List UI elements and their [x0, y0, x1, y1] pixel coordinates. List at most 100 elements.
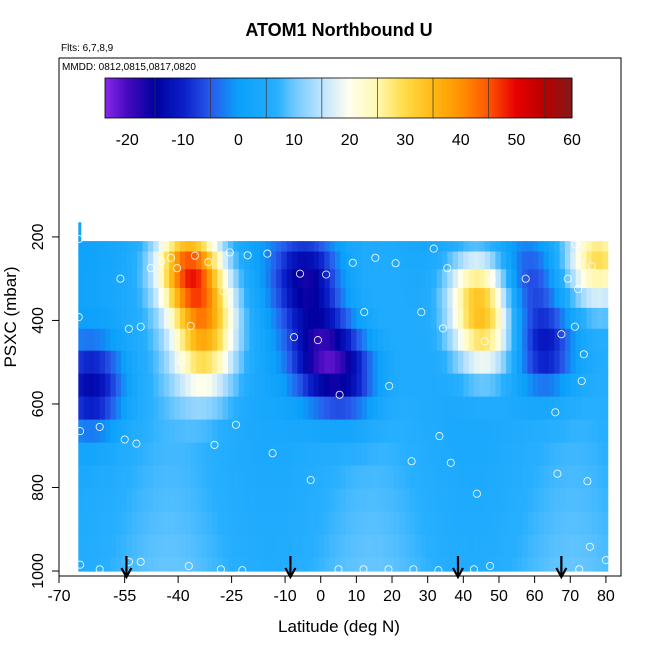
heat-cell	[586, 488, 593, 513]
heat-cell	[217, 288, 224, 309]
colorbar-segment	[341, 78, 345, 118]
heat-cell	[153, 511, 160, 536]
heat-cell	[195, 465, 202, 490]
heat-cell	[527, 396, 534, 421]
heat-cell	[559, 534, 566, 559]
heat-cell	[420, 488, 427, 513]
heat-cell	[511, 488, 518, 513]
heat-cell	[463, 557, 470, 572]
heat-cell	[506, 419, 513, 444]
heat-cell	[105, 350, 111, 375]
heat-cell	[431, 288, 438, 309]
heat-cell	[131, 442, 138, 467]
heat-cell	[431, 241, 438, 253]
heat-cell	[115, 419, 122, 444]
heat-cell	[404, 442, 411, 467]
heat-cell	[292, 465, 299, 490]
colorbar-segment	[327, 78, 331, 118]
heat-cell	[361, 373, 368, 398]
heat-cell	[158, 269, 165, 289]
heat-cell	[185, 241, 192, 253]
heat-cell	[452, 241, 459, 253]
heat-cell	[345, 269, 352, 289]
heat-cell	[190, 465, 197, 490]
heat-cell	[351, 465, 357, 490]
heat-cell	[356, 465, 363, 490]
heat-cell	[543, 488, 550, 513]
heat-cell	[388, 557, 395, 572]
heat-cell	[147, 511, 154, 536]
heat-cell	[329, 442, 336, 467]
heat-cell	[441, 350, 448, 375]
heat-cell	[185, 350, 192, 375]
observation-point	[585, 542, 594, 551]
heat-cell	[276, 328, 283, 352]
heat-cell	[420, 307, 427, 330]
heat-cell	[457, 269, 464, 289]
heat-cell	[174, 557, 181, 572]
heat-cell	[142, 534, 149, 559]
colorbar-segment	[519, 78, 523, 118]
heat-cell	[356, 269, 363, 289]
heat-cell	[367, 350, 374, 375]
heat-cell	[169, 557, 176, 572]
colorbar-segment	[424, 78, 428, 118]
heat-cell	[228, 350, 234, 375]
heat-cell	[447, 511, 454, 536]
colorbar-segment	[435, 78, 440, 118]
observation-point	[391, 259, 400, 268]
colorbar-segment	[324, 78, 328, 118]
heat-cell	[425, 534, 432, 559]
colorbar-segment	[438, 78, 442, 118]
heat-cell	[324, 269, 331, 289]
heat-cell	[591, 269, 598, 289]
heat-cell	[228, 511, 234, 536]
heat-cell	[121, 396, 128, 421]
heat-cell	[217, 328, 224, 352]
heat-cell	[415, 350, 422, 375]
heat-cell	[532, 465, 539, 490]
heat-cell	[361, 396, 368, 421]
heat-cell	[559, 419, 566, 444]
observation-point	[136, 557, 145, 566]
heat-cell	[447, 465, 454, 490]
heat-cell	[463, 328, 470, 352]
heat-cell	[388, 419, 395, 444]
observation-point	[95, 565, 104, 574]
heat-cell	[233, 442, 240, 467]
heat-cell	[137, 269, 144, 289]
heat-cell	[324, 557, 331, 572]
heat-cell	[163, 269, 170, 289]
heat-cell	[554, 269, 561, 289]
heat-cell	[190, 307, 197, 330]
heat-cell	[94, 288, 101, 309]
heat-cell	[495, 419, 502, 444]
heat-cell	[602, 442, 609, 467]
heat-cell	[254, 534, 261, 559]
heat-cell	[602, 396, 609, 421]
heat-cell	[527, 557, 534, 572]
heat-cell	[99, 251, 106, 270]
heat-cell	[351, 373, 357, 398]
heat-cell	[131, 373, 138, 398]
heat-cell	[409, 288, 416, 309]
colorbar-segment	[413, 78, 417, 118]
heat-cell	[147, 288, 154, 309]
colorbar-segment	[441, 78, 445, 118]
heat-cell	[217, 350, 224, 375]
heat-cell	[490, 307, 497, 330]
heat-cell	[286, 488, 293, 513]
flight-marker-arrow	[555, 556, 568, 580]
heat-cell	[195, 557, 202, 572]
heat-cell	[179, 465, 186, 490]
heat-cell	[334, 419, 341, 444]
heat-cell	[206, 511, 213, 536]
heat-cell	[447, 241, 454, 253]
colorbar-tick-label: 40	[452, 132, 470, 149]
heat-cell	[367, 307, 374, 330]
heat-cell	[415, 419, 422, 444]
heat-cell	[329, 511, 336, 536]
heat-cell	[329, 251, 336, 270]
heat-cell	[479, 288, 486, 309]
heat-cell	[441, 557, 448, 572]
